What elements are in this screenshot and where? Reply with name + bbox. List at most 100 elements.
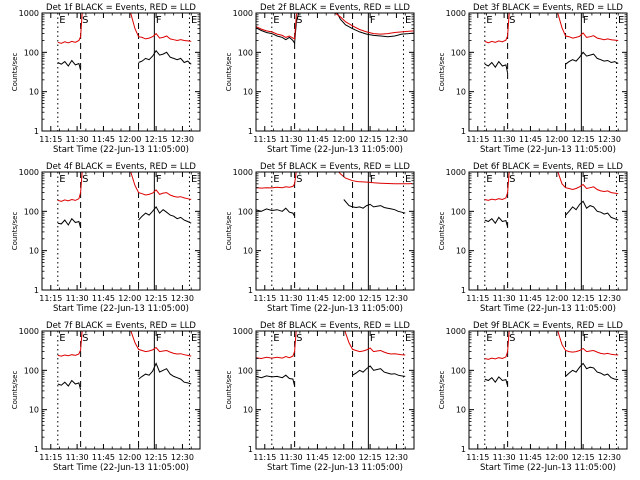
detector-panel-8: Det 8f BLACK = Events, RED = LLD 1 10 100 10… xyxy=(225,321,415,473)
y-tick-label: 1000 xyxy=(233,9,253,18)
y-tick-label: 100 xyxy=(238,48,253,57)
series-events-line xyxy=(57,217,82,229)
phase-marker-label: E xyxy=(191,174,197,185)
phase-marker-label: S xyxy=(296,333,302,344)
y-tick-label: 100 xyxy=(451,366,466,375)
x-tick-label: 12:15 xyxy=(572,294,595,303)
series-lld-line xyxy=(57,13,83,44)
series-lld-line xyxy=(256,13,298,40)
detector-panel-9: Det 9f BLACK = Events, RED = LLD 1 10 100 10… xyxy=(438,321,628,473)
x-tick-label: 12:30 xyxy=(385,294,408,303)
phase-marker-label: E xyxy=(405,15,411,26)
x-tick-label: 11:45 xyxy=(92,294,115,303)
y-axis-label: Counts/sec xyxy=(11,371,19,410)
detector-panel-6: Det 6f BLACK = Events, RED = LLD 1 10 100 10… xyxy=(438,162,628,314)
series-lld-line xyxy=(484,172,510,201)
phase-marker-label: S xyxy=(82,174,88,185)
phase-marker-label: F xyxy=(370,174,376,185)
plot-frame xyxy=(255,171,415,291)
x-tick-label: 11:30 xyxy=(66,135,89,144)
x-tick-label: 11:30 xyxy=(280,135,303,144)
series-lld-line xyxy=(557,172,619,195)
x-tick-label: 11:30 xyxy=(493,135,516,144)
phase-marker-label: S xyxy=(82,15,88,26)
x-axis-label: Start Time (22-Jun-13 11:05:00) xyxy=(53,145,189,155)
plot-frame xyxy=(41,330,201,450)
x-tick-label: 12:00 xyxy=(332,294,355,303)
detector-panel-4: Det 4f BLACK = Events, RED = LLD 1 10 100 10… xyxy=(11,162,201,314)
phase-marker-label: F xyxy=(583,15,589,26)
y-tick-label: 10 xyxy=(243,247,253,256)
x-tick-label: 11:30 xyxy=(66,294,89,303)
y-tick-label: 1000 xyxy=(446,9,466,18)
time-marker-lines xyxy=(57,331,190,449)
x-tick-label: 11:15 xyxy=(39,135,62,144)
panel-title: Det 4f BLACK = Events, RED = LLD xyxy=(46,162,196,172)
y-tick-label: 100 xyxy=(238,366,253,375)
time-marker-lines xyxy=(57,172,190,290)
y-tick-label: 1 xyxy=(248,286,253,295)
series-events-line xyxy=(484,376,509,387)
y-tick-label: 100 xyxy=(24,207,39,216)
series-events-line xyxy=(256,374,296,387)
x-tick-label: 12:15 xyxy=(572,453,595,462)
series-events-line xyxy=(565,200,619,221)
panel-title: Det 8f BLACK = Events, RED = LLD xyxy=(260,321,410,331)
x-tick-label: 12:30 xyxy=(385,135,408,144)
time-marker-lines xyxy=(271,13,404,131)
time-marker-lines xyxy=(484,13,617,131)
y-axis-label: Counts/sec xyxy=(11,212,19,251)
phase-marker-label: E xyxy=(405,333,411,344)
phase-marker-label: S xyxy=(509,333,515,344)
series-events-line xyxy=(138,206,192,224)
phase-marker-label: F xyxy=(370,333,376,344)
plot-frame xyxy=(468,12,628,132)
y-axis-label: Counts/sec xyxy=(225,371,233,410)
x-tick-label: 11:45 xyxy=(92,453,115,462)
phase-marker-label: E xyxy=(486,174,492,185)
y-tick-label: 1 xyxy=(248,445,253,454)
series-events-line xyxy=(256,13,300,45)
time-marker-lines xyxy=(484,172,617,290)
y-tick-label: 10 xyxy=(243,406,253,415)
x-tick-label: 11:15 xyxy=(253,135,276,144)
y-tick-label: 100 xyxy=(24,48,39,57)
x-tick-label: 12:30 xyxy=(171,453,194,462)
y-tick-label: 1000 xyxy=(19,9,39,18)
x-axis-label: Start Time (22-Jun-13 11:05:00) xyxy=(53,304,189,314)
y-axis-label: Counts/sec xyxy=(438,212,446,251)
x-tick-label: 12:15 xyxy=(359,294,382,303)
x-axis-label: Start Time (22-Jun-13 11:05:00) xyxy=(267,463,403,473)
x-tick-label: 11:45 xyxy=(519,294,542,303)
plot-frame xyxy=(255,330,415,450)
x-tick-label: 11:15 xyxy=(466,453,489,462)
x-tick-label: 12:30 xyxy=(598,135,621,144)
x-tick-label: 11:45 xyxy=(306,135,329,144)
panel-title: Det 3f BLACK = Events, RED = LLD xyxy=(473,3,623,13)
x-tick-label: 12:15 xyxy=(145,453,168,462)
y-tick-label: 10 xyxy=(29,247,39,256)
series-lld-line xyxy=(484,331,510,360)
x-tick-label: 11:30 xyxy=(66,453,89,462)
series-events-line xyxy=(343,199,406,214)
x-axis-label: Start Time (22-Jun-13 11:05:00) xyxy=(480,463,616,473)
x-axis-label: Start Time (22-Jun-13 11:05:00) xyxy=(480,304,616,314)
x-tick-label: 12:30 xyxy=(171,135,194,144)
series-events-line xyxy=(565,362,619,381)
x-tick-label: 11:45 xyxy=(306,453,329,462)
x-tick-label: 12:00 xyxy=(545,294,568,303)
plot-frame xyxy=(41,171,201,291)
series-events-line xyxy=(138,49,192,65)
y-tick-label: 100 xyxy=(238,207,253,216)
phase-marker-label: F xyxy=(370,15,376,26)
x-tick-label: 12:00 xyxy=(545,453,568,462)
detector-panel-3: Det 3f BLACK = Events, RED = LLD 1 10 100 10… xyxy=(438,3,628,155)
y-tick-label: 10 xyxy=(456,88,466,97)
y-tick-label: 1 xyxy=(461,445,466,454)
x-tick-label: 12:30 xyxy=(385,453,408,462)
x-tick-label: 12:00 xyxy=(545,135,568,144)
series-events-line xyxy=(484,60,509,74)
detector-panel-5: Det 5f BLACK = Events, RED = LLD 1 10 100 10… xyxy=(225,162,415,314)
x-tick-label: 11:15 xyxy=(253,294,276,303)
panel-title: Det 6f BLACK = Events, RED = LLD xyxy=(473,162,623,172)
